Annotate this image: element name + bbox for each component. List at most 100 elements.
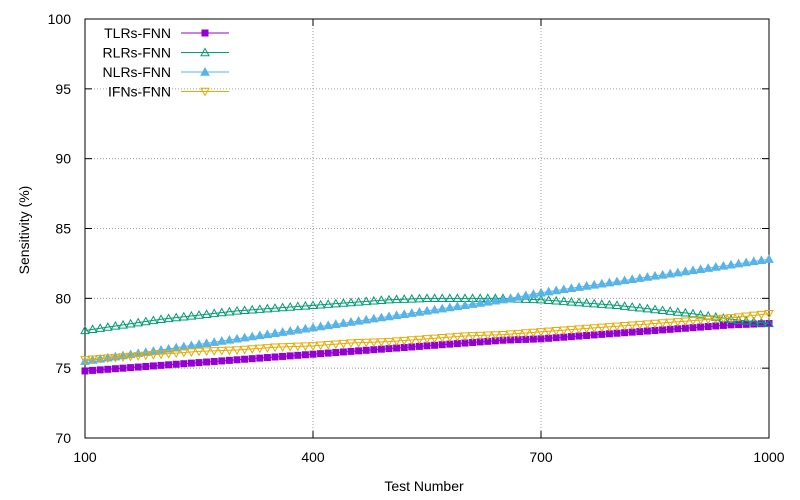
data-point xyxy=(370,346,378,354)
data-point xyxy=(339,348,347,356)
data-point xyxy=(741,315,752,325)
data-point xyxy=(452,301,463,311)
data-point xyxy=(239,345,250,355)
tick-labels: 70 75 80 85 90 95 100 100 400 700 1000 xyxy=(48,11,785,465)
data-point xyxy=(581,324,592,334)
data-point xyxy=(558,326,569,336)
data-point xyxy=(330,319,341,329)
data-point xyxy=(467,299,478,308)
data-point xyxy=(399,309,410,318)
data-point xyxy=(741,312,752,322)
data-point xyxy=(133,317,144,327)
data-point xyxy=(239,305,250,315)
data-point xyxy=(490,331,501,340)
x-tick-label: 1000 xyxy=(753,449,784,465)
data-point xyxy=(292,342,303,352)
data-point xyxy=(672,318,683,327)
data-point xyxy=(642,303,653,313)
data-point xyxy=(710,312,721,321)
grid xyxy=(85,19,769,438)
data-point xyxy=(581,281,592,290)
data-point xyxy=(270,303,280,312)
data-point xyxy=(133,352,144,361)
data-point xyxy=(764,318,774,328)
data-point xyxy=(429,304,440,314)
data-point xyxy=(566,296,577,306)
data-point xyxy=(119,364,127,372)
y-tick-label: 80 xyxy=(55,290,71,306)
data-point xyxy=(368,313,379,323)
data-point xyxy=(399,336,410,346)
data-point xyxy=(292,301,303,311)
data-point xyxy=(756,310,767,320)
data-point xyxy=(406,293,417,303)
data-point xyxy=(475,331,486,341)
data-point xyxy=(505,293,516,303)
data-point xyxy=(657,305,668,315)
data-point xyxy=(332,349,340,357)
data-point xyxy=(308,300,318,310)
x-tick-label: 100 xyxy=(73,449,97,465)
data-point xyxy=(672,306,683,316)
data-point xyxy=(718,314,729,324)
data-point xyxy=(680,266,691,276)
data-point xyxy=(178,341,189,351)
data-point xyxy=(566,325,577,335)
data-point xyxy=(528,328,539,338)
x-tick-label: 700 xyxy=(529,449,553,465)
data-point xyxy=(277,327,288,336)
data-point xyxy=(627,274,638,284)
data-point xyxy=(710,262,721,271)
data-point xyxy=(444,333,455,343)
data-point xyxy=(543,295,554,304)
data-point xyxy=(171,342,182,352)
data-point xyxy=(127,364,135,372)
data-point xyxy=(657,269,668,279)
data-point xyxy=(317,350,325,358)
data-point xyxy=(163,313,174,323)
data-point xyxy=(551,295,562,305)
data-point xyxy=(680,317,691,327)
data-point xyxy=(604,277,615,287)
data-point xyxy=(536,287,546,297)
data-point xyxy=(330,340,341,350)
data-point xyxy=(391,294,402,304)
data-point xyxy=(726,314,736,323)
data-point xyxy=(589,298,600,308)
data-point xyxy=(89,366,97,374)
data-point xyxy=(733,313,744,323)
data-point xyxy=(157,361,165,369)
data-point xyxy=(346,339,356,349)
data-point xyxy=(507,336,515,344)
data-point xyxy=(300,323,311,333)
data-point xyxy=(224,346,235,356)
data-point xyxy=(148,351,159,360)
data-point xyxy=(513,291,524,301)
data-point xyxy=(688,265,698,275)
data-point xyxy=(665,268,676,278)
data-point xyxy=(323,320,334,330)
data-point xyxy=(104,365,112,373)
data-point xyxy=(596,278,607,288)
data-point xyxy=(277,343,288,352)
y-tick-label: 100 xyxy=(48,11,72,27)
data-point xyxy=(125,318,136,328)
data-point xyxy=(262,303,273,313)
data-point xyxy=(300,300,311,310)
data-point xyxy=(111,365,119,373)
data-point xyxy=(695,264,706,273)
data-point xyxy=(665,306,676,315)
data-point xyxy=(210,357,218,365)
data-point xyxy=(406,308,417,317)
data-point xyxy=(612,322,622,332)
data-point xyxy=(574,282,584,291)
data-point xyxy=(110,320,121,330)
data-point xyxy=(233,356,241,364)
data-point xyxy=(361,296,372,306)
data-point xyxy=(218,357,226,365)
data-point xyxy=(201,309,212,318)
data-point xyxy=(186,348,197,357)
data-point xyxy=(551,285,562,295)
data-point xyxy=(703,315,714,325)
